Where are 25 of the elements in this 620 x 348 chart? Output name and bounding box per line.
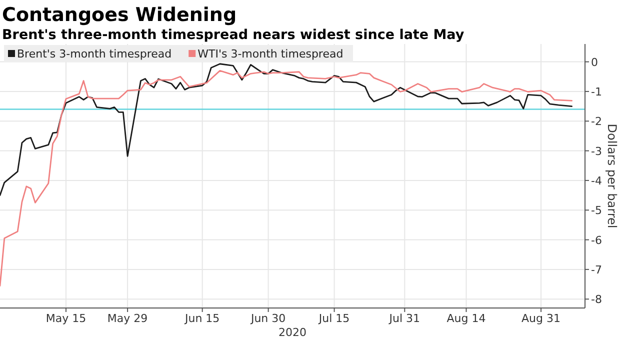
x-tick-label: May 29: [107, 312, 148, 325]
legend-label: WTI's 3-month timespread: [198, 48, 344, 60]
y-tick-label: -6: [591, 234, 602, 247]
y-tick-label: -1: [591, 85, 602, 98]
y-tick-label: -5: [591, 204, 602, 218]
y-tick-label: -2: [591, 115, 602, 128]
y-tick-label: -4: [591, 174, 602, 188]
x-tick-label: Aug 14: [446, 312, 486, 325]
x-tick-label: Jun 15: [184, 312, 220, 325]
line-series: [0, 63, 573, 196]
chart-title: Contangoes Widening: [2, 4, 237, 26]
x-tick-label: Aug 31: [522, 312, 561, 325]
x-tick-label: Jul 31: [388, 312, 420, 325]
x-tick-label: May 15: [46, 312, 86, 325]
chart-subtitle: Brent's three-month timespread nears widest since late May: [2, 27, 464, 43]
line-series: [0, 70, 573, 286]
x-axis-title: 2020: [278, 326, 306, 339]
y-tick-label: -8: [591, 293, 602, 306]
x-tick-label: Jul 15: [318, 312, 350, 325]
y-tick-label: -7: [591, 263, 602, 276]
y-tick-label: -3: [591, 144, 602, 158]
y-axis-title: Dollars per barrel: [605, 124, 619, 228]
legend-label: Brent's 3-month timespread: [17, 48, 172, 60]
x-tick-label: Jun 30: [250, 312, 286, 325]
y-tick-label: 0: [591, 56, 598, 69]
